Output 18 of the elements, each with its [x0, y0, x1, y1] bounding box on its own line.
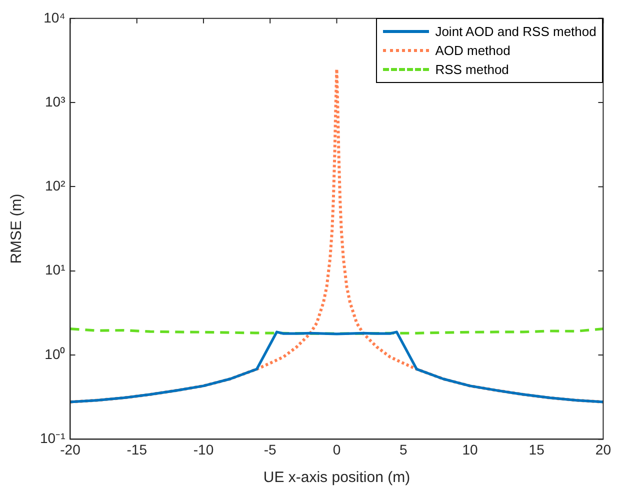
legend-label: RSS method [435, 62, 509, 78]
x-axis-title: UE x-axis position (m) [263, 469, 410, 486]
x-tick-label: 0 [332, 441, 341, 458]
x-tick-label: -15 [126, 441, 148, 458]
x-tick-label: 5 [399, 441, 408, 458]
legend-label: AOD method [435, 43, 510, 58]
x-tick-label: -10 [193, 441, 214, 458]
y-tick-label: 10¹ [45, 262, 66, 278]
x-tick-label: 15 [528, 441, 545, 458]
x-tick-label: 20 [595, 441, 612, 458]
x-tick-label: 10 [462, 441, 478, 458]
y-axis-title: RMSE (m) [8, 194, 26, 264]
y-tick-label: 10² [45, 178, 66, 194]
y-tick-label: 10³ [45, 93, 66, 110]
y-tick-label: 10⁰ [44, 346, 66, 362]
legend-label: Joint AOD and RSS method [435, 24, 596, 40]
y-tick-label: 10⁴ [44, 9, 66, 26]
x-tick-label: -5 [264, 441, 277, 458]
